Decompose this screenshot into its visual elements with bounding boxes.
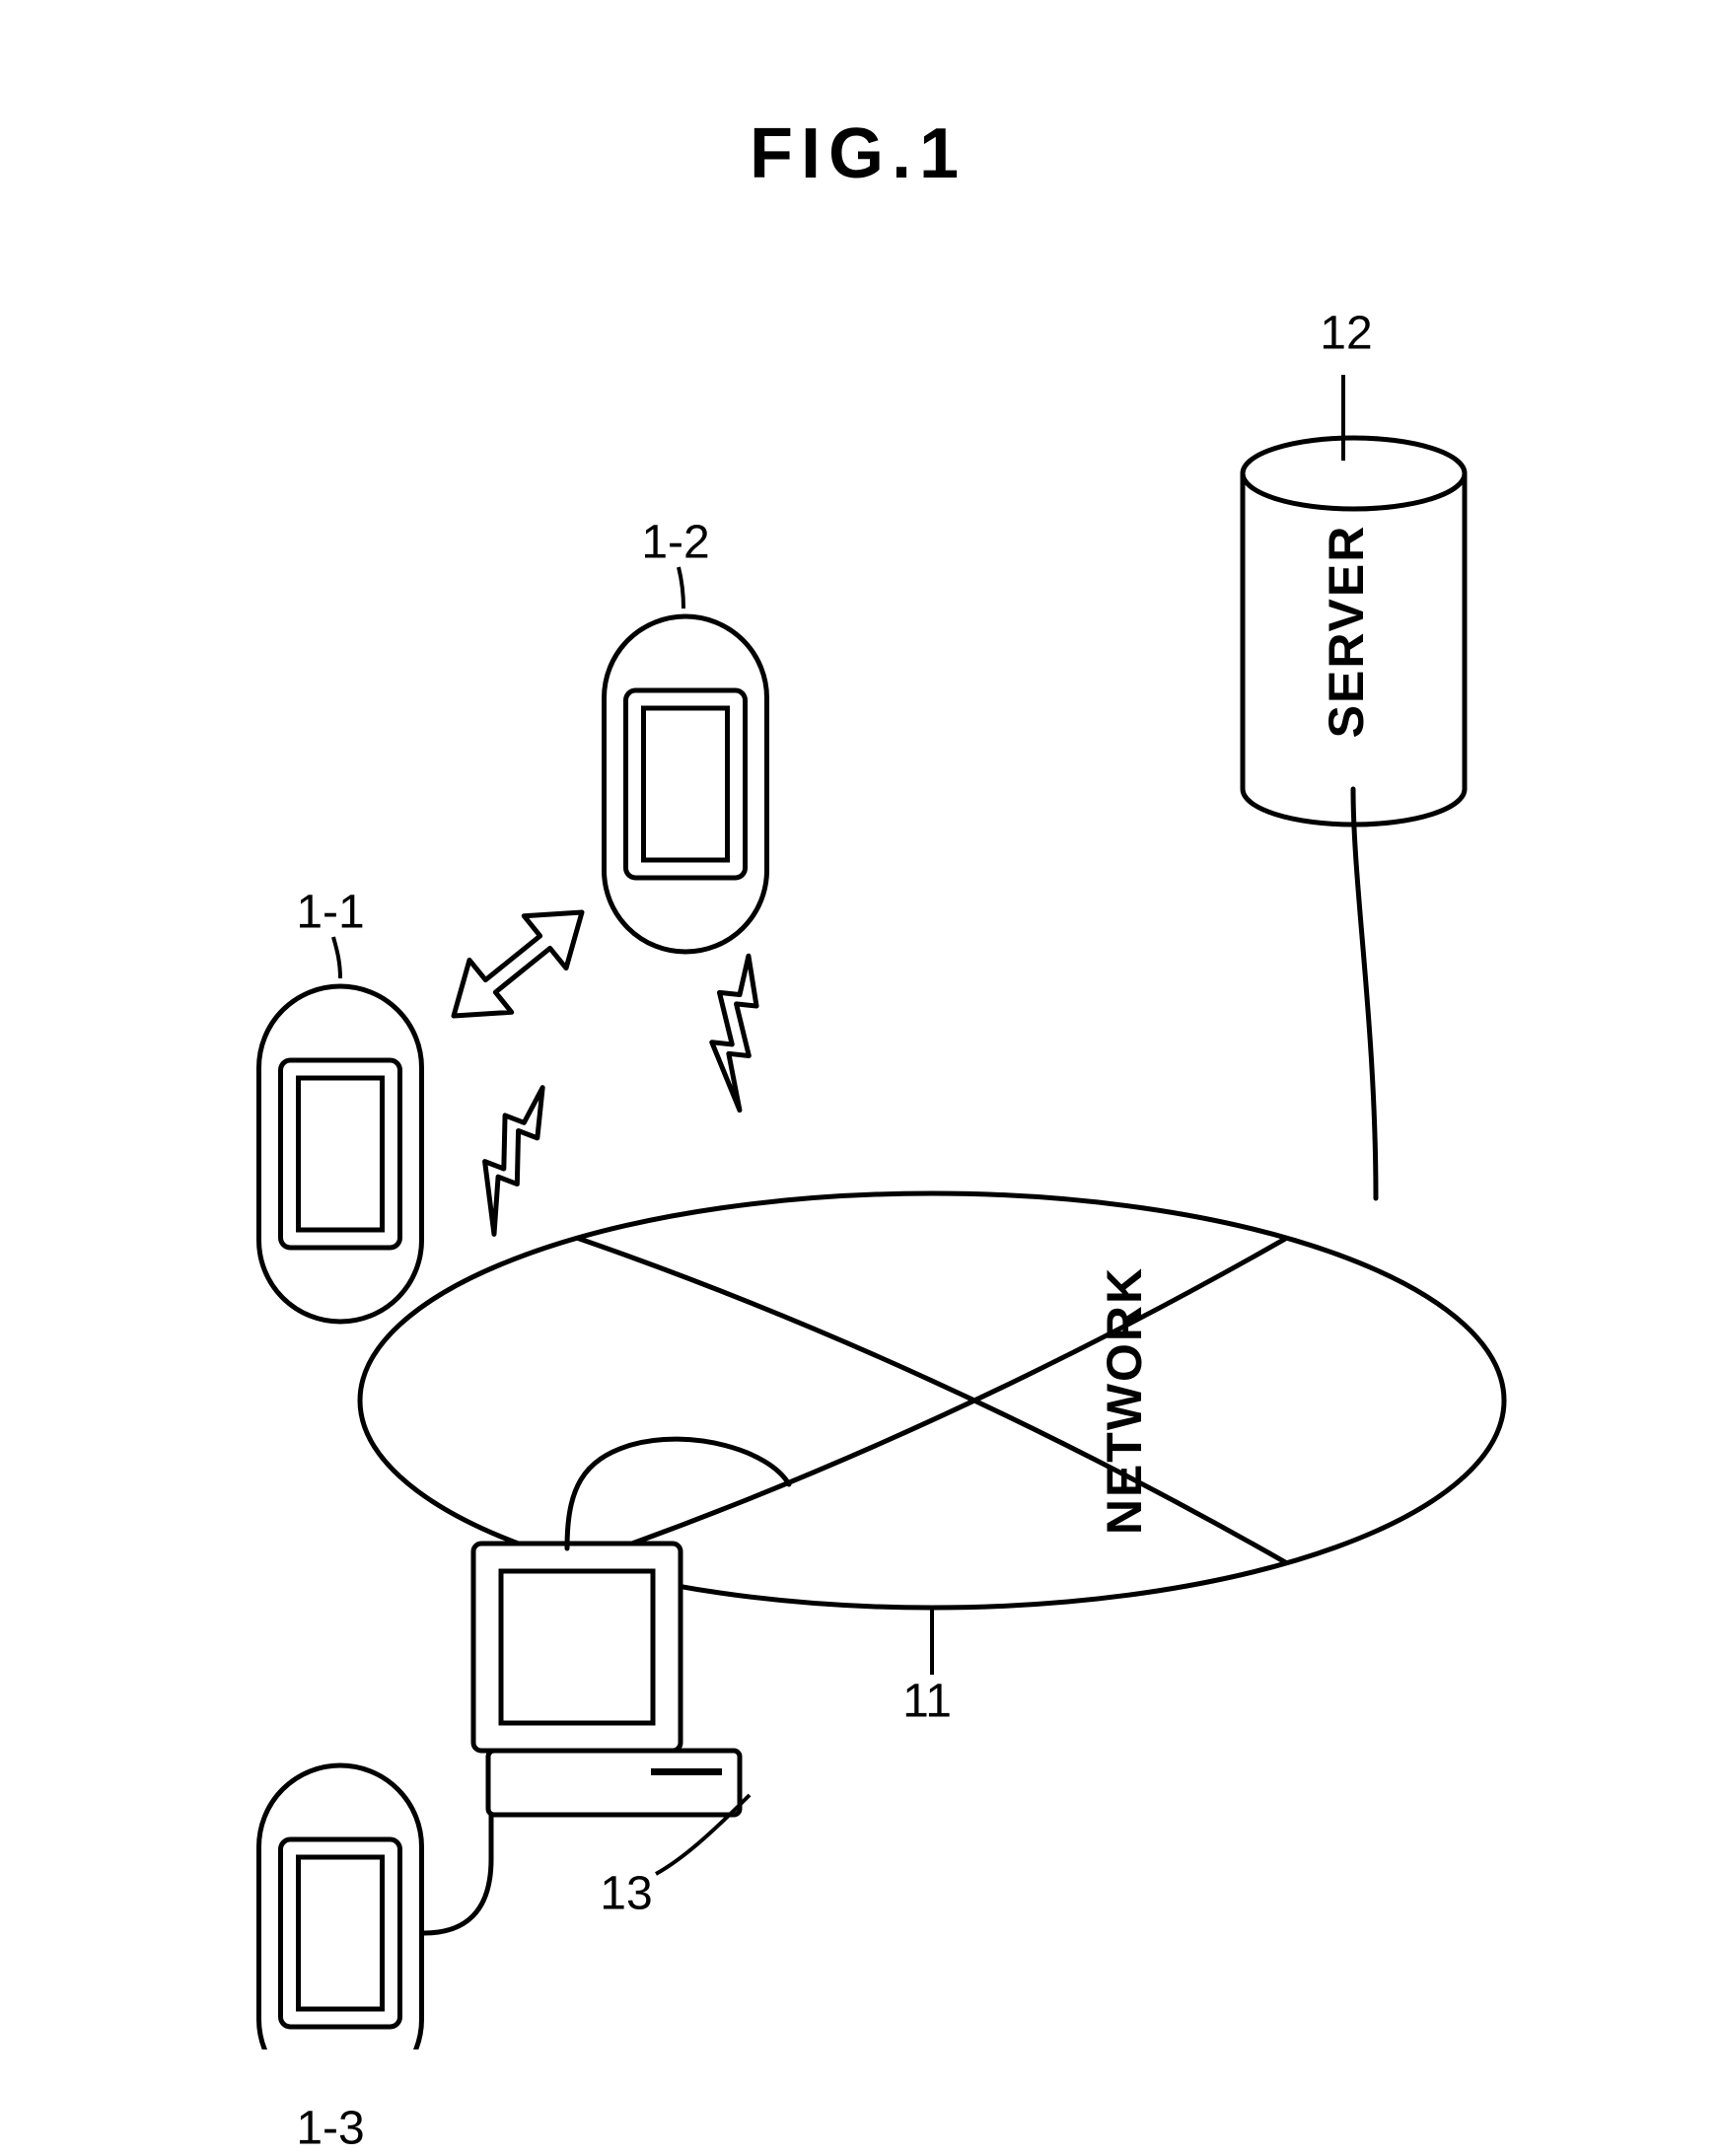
device-ref-2: 1-2 (641, 516, 709, 570)
bidirectional-arrow-icon (454, 912, 582, 1016)
ref-leader (679, 567, 683, 609)
server-cylinder-top (1243, 438, 1465, 509)
connector-line (424, 1815, 491, 1933)
pc-drive-slot (651, 1768, 722, 1775)
handheld-screen-inner (299, 1857, 383, 2009)
device-ref-3: 1-3 (296, 2102, 364, 2156)
wireless-bolt-icon (684, 951, 791, 1110)
diagram-svg (0, 0, 1723, 2049)
ref-leader (333, 937, 340, 978)
handheld-screen-inner (644, 708, 728, 860)
pc-base (488, 1751, 740, 1815)
network-ref: 11 (902, 1675, 952, 1729)
pc-screen (501, 1571, 653, 1723)
wireless-bolt-icon (446, 1079, 579, 1234)
handheld-screen-inner (299, 1078, 383, 1230)
figure-canvas: FIG.1 SERVER 12 NETWORK 11 13 1-1 1-2 1-… (0, 0, 1723, 2049)
server-ref: 12 (1320, 307, 1372, 361)
device-ref-1: 1-1 (296, 886, 364, 940)
server-label: SERVER (1318, 525, 1375, 739)
pc-ref: 13 (600, 1867, 652, 1921)
network-label: NETWORK (1096, 1266, 1153, 1535)
connector-line (1353, 789, 1376, 1198)
